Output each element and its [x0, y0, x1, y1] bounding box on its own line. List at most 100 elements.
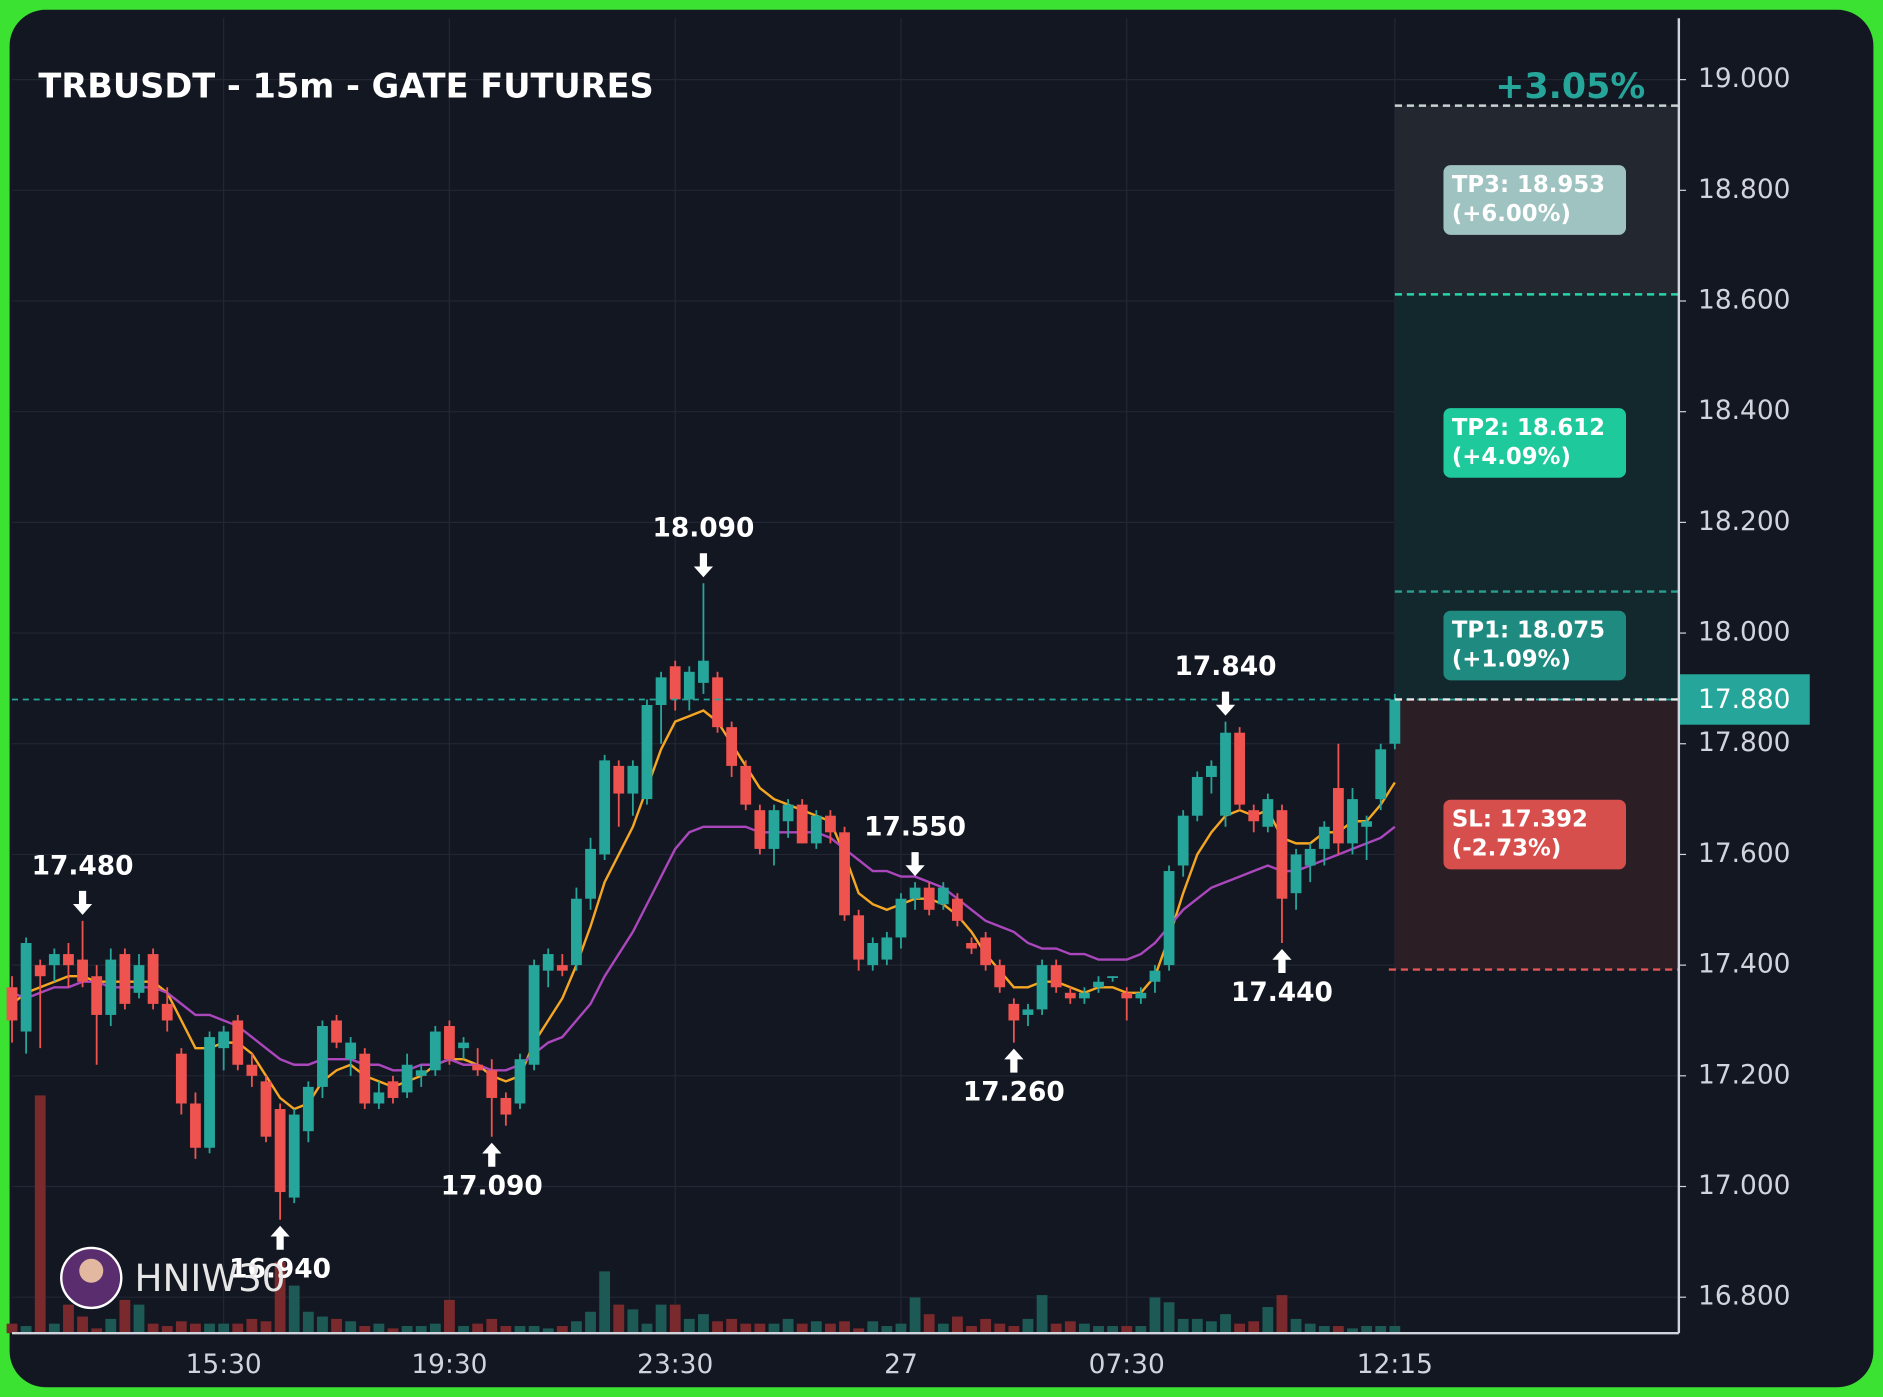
volume-bar — [218, 1323, 230, 1334]
volume-bar — [571, 1321, 582, 1334]
annotation-label: 18.090 — [652, 513, 754, 544]
candle-body — [923, 887, 935, 910]
candle-body — [1093, 981, 1104, 988]
volume-bar — [867, 1321, 879, 1334]
candle-body — [585, 848, 596, 899]
candle-body — [20, 942, 32, 1032]
entry-label: 17.880 — [1698, 684, 1790, 715]
chart-title: TRBUSDT - 15m - GATE FUTURES — [38, 66, 653, 105]
candle-body — [77, 959, 88, 982]
volume-bar — [599, 1271, 611, 1334]
volume-bar — [1064, 1321, 1076, 1334]
candle-body — [359, 1053, 371, 1104]
plot: 16.800 17.000 17.200 17.400 17.600 17.800 18.0… — [6, 18, 1810, 1380]
candle-body — [528, 965, 540, 1065]
volume-bar — [923, 1314, 935, 1334]
candle-body — [853, 915, 865, 960]
volume-bar — [260, 1321, 272, 1334]
level-note: (-2.73%) — [1452, 835, 1561, 861]
candle-body — [1304, 848, 1316, 866]
annotation-arrow — [270, 1225, 290, 1250]
volume-bar — [1107, 1326, 1119, 1334]
candle-body — [63, 954, 74, 966]
annotation-arrow — [482, 1142, 502, 1167]
candle-body — [1107, 976, 1119, 979]
volume-bar — [48, 1323, 60, 1334]
annotation-label: 17.840 — [1175, 651, 1277, 682]
candle-body — [782, 804, 794, 822]
volume-bar — [246, 1318, 258, 1334]
volume-bar — [627, 1309, 639, 1334]
volume-bar — [458, 1326, 469, 1334]
volume-bar — [839, 1321, 850, 1334]
x-tick-label: 27 — [884, 1349, 918, 1380]
volume-bar — [1262, 1307, 1274, 1334]
volume-bar — [161, 1326, 173, 1334]
volume-bar — [63, 1304, 74, 1334]
candle-body — [1135, 992, 1147, 999]
volume-bar — [1389, 1326, 1401, 1334]
candle-body — [1064, 992, 1076, 999]
annotation-arrow — [1272, 948, 1292, 974]
candle-body — [1177, 815, 1189, 866]
candle-body — [91, 976, 103, 1015]
volume-bar — [669, 1304, 681, 1334]
candle-body — [119, 954, 131, 1004]
candle-body — [1276, 810, 1288, 899]
candle-body — [486, 1070, 498, 1098]
volume-bar — [147, 1323, 159, 1334]
volume-bar — [1036, 1295, 1048, 1334]
candle-body — [754, 810, 766, 849]
candle-body — [1121, 992, 1133, 999]
volume-bar — [853, 1328, 865, 1334]
candle-body — [147, 954, 159, 1004]
candle-body — [190, 1103, 201, 1148]
volume-bar — [895, 1323, 907, 1334]
annotation-arrow — [693, 553, 714, 578]
volume-bar — [429, 1323, 441, 1334]
volume-bar — [712, 1321, 723, 1334]
volume-bar — [486, 1318, 498, 1334]
candle-body — [726, 727, 738, 766]
candle-body — [740, 765, 752, 805]
y-tick-label: 16.800 — [1698, 1281, 1790, 1312]
volume-bar — [1220, 1314, 1231, 1334]
level-box — [1443, 408, 1627, 478]
candle-body — [1262, 799, 1274, 827]
volume-bar — [1093, 1326, 1104, 1334]
volume-bar — [274, 1261, 286, 1334]
volume-bar — [937, 1323, 949, 1334]
candle-body — [796, 804, 808, 844]
volume-bar — [825, 1323, 836, 1334]
volume-bar — [655, 1304, 667, 1334]
volume-bar — [359, 1326, 371, 1334]
volume-bar — [1079, 1323, 1090, 1334]
volume-bar — [796, 1323, 808, 1334]
candle-body — [260, 1081, 272, 1137]
volume-bar — [641, 1323, 653, 1334]
volume-bar — [232, 1323, 244, 1334]
candle-body — [952, 898, 963, 921]
candle-body — [1318, 826, 1330, 849]
volume-bar — [1022, 1318, 1034, 1334]
candle-body — [909, 887, 921, 899]
annotation-label: 17.550 — [864, 812, 966, 843]
candle-body — [1234, 732, 1246, 805]
candle-body — [810, 815, 822, 844]
volume-bar — [472, 1323, 484, 1334]
candle-body — [34, 965, 46, 977]
level-label: TP1: 18.075 — [1452, 618, 1605, 644]
y-tick-label: 19.000 — [1698, 63, 1790, 94]
candle-body — [1008, 1003, 1020, 1021]
volume-bar — [754, 1323, 766, 1334]
annotation-label: 16.940 — [229, 1254, 331, 1285]
candle-body — [1079, 992, 1090, 999]
volume-bar — [726, 1318, 738, 1334]
candle-body — [542, 954, 554, 971]
y-tick-label: 17.000 — [1698, 1170, 1790, 1201]
candle-body — [1191, 776, 1203, 816]
candle-body — [500, 1097, 512, 1115]
volume-bar — [1361, 1326, 1373, 1334]
candle-body — [1375, 749, 1387, 800]
volume-bar — [302, 1311, 314, 1334]
